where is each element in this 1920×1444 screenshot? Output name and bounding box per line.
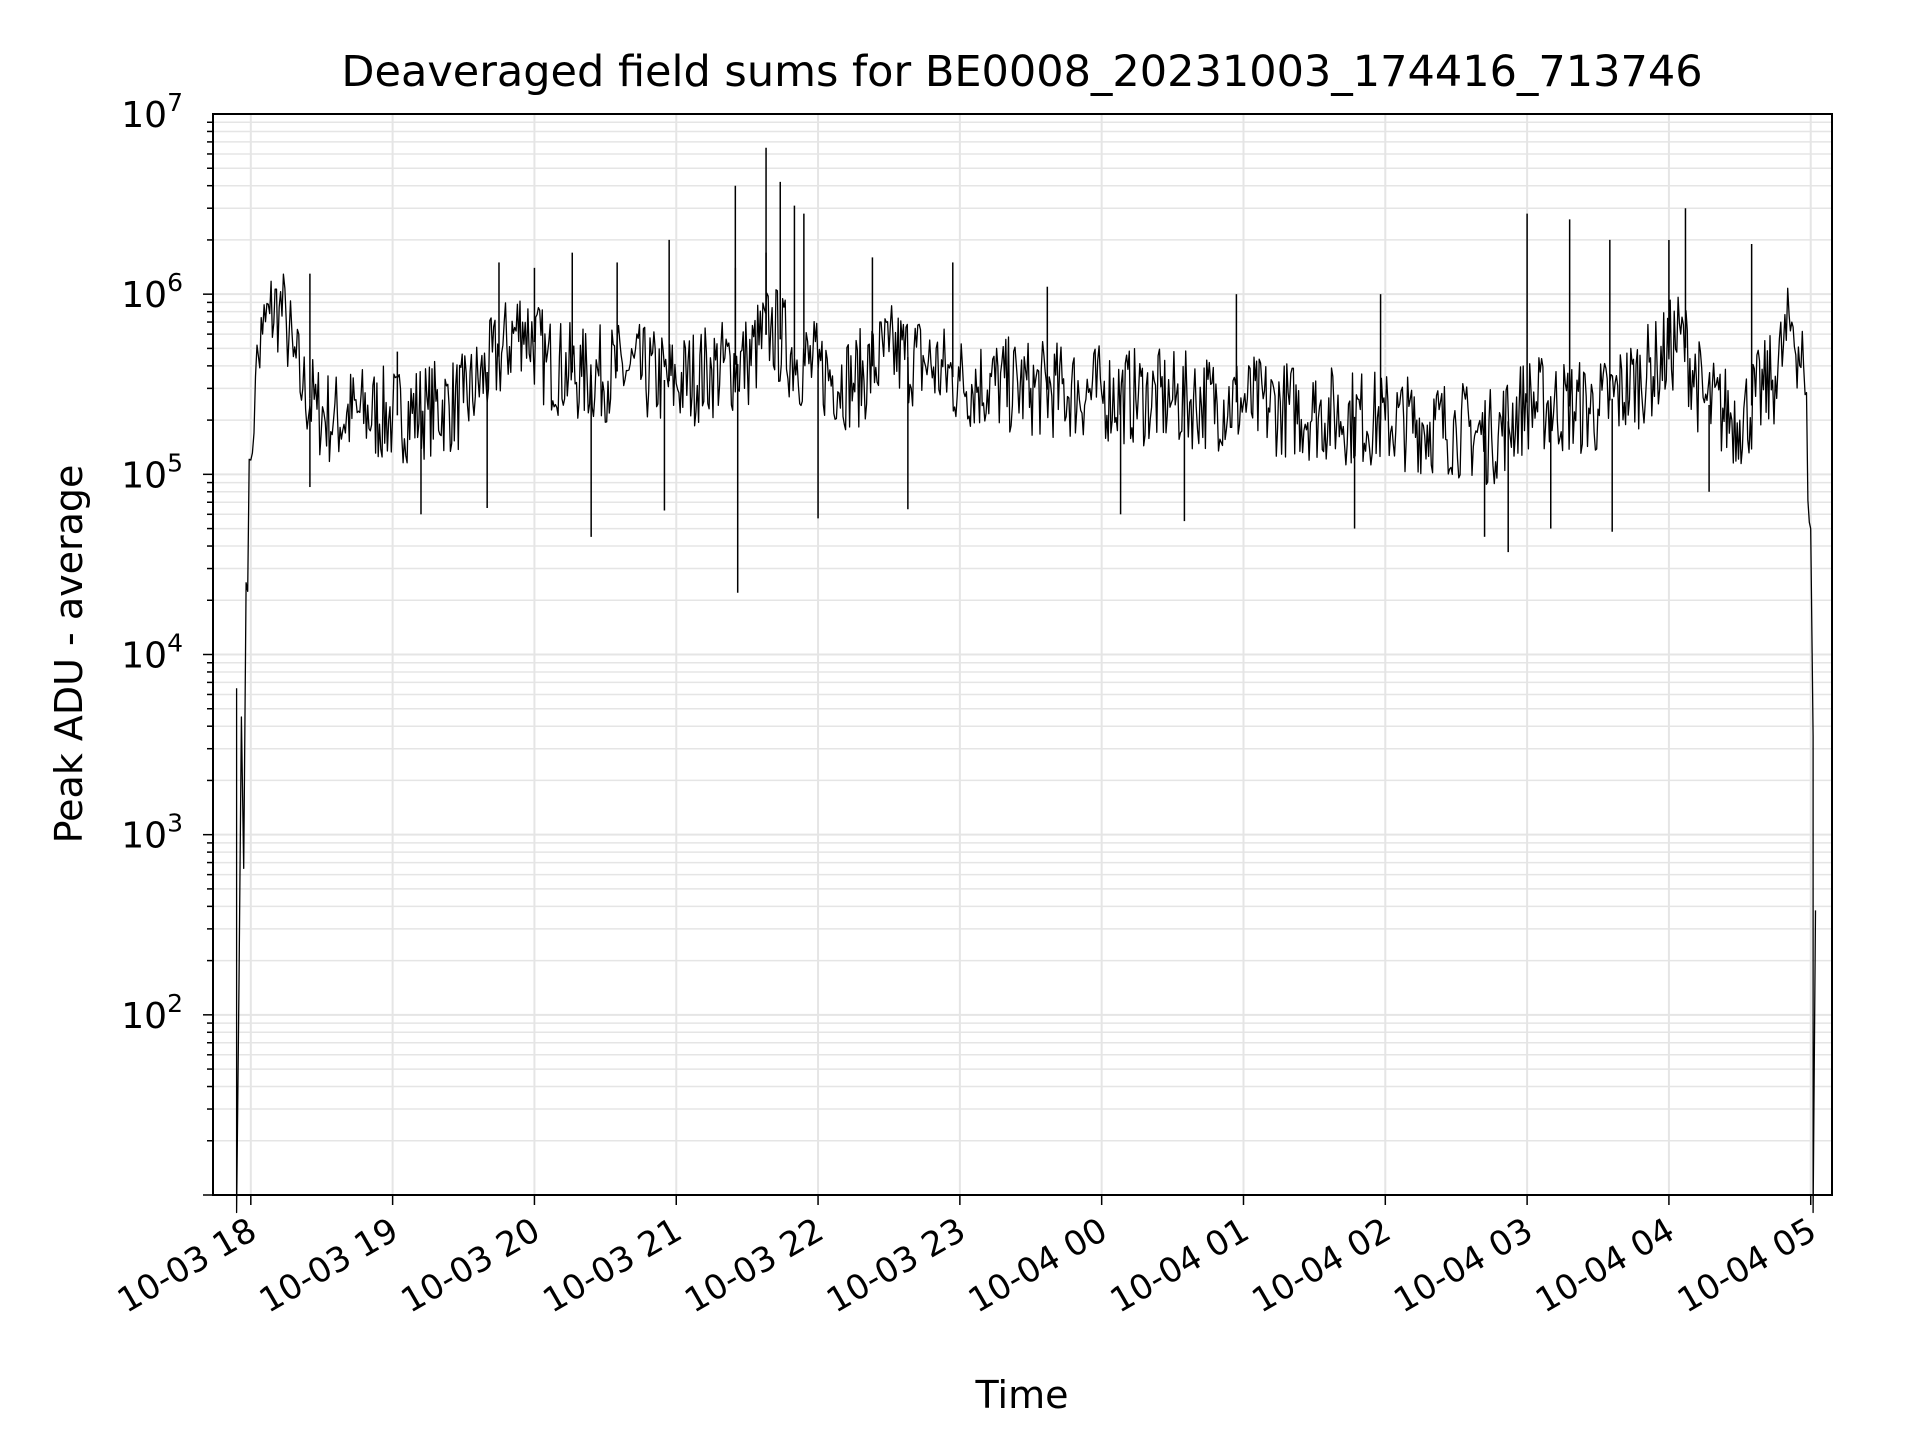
y-tick-base: 10 [121, 636, 167, 677]
y-tick-label: 103 [121, 809, 183, 857]
y-axis-label: Peak ADU - average [47, 465, 91, 844]
series-line [235, 273, 1817, 1214]
y-tick-label: 107 [121, 88, 183, 136]
y-tick-exponent: 6 [167, 268, 183, 297]
y-tick-base: 10 [121, 816, 167, 857]
y-tick-label: 104 [121, 629, 183, 677]
y-tick-exponent: 2 [167, 989, 183, 1018]
x-axis-label: Time [975, 1373, 1069, 1417]
y-tick-label: 105 [121, 448, 183, 496]
y-tick-label: 102 [121, 989, 183, 1037]
y-tick-exponent: 3 [167, 809, 183, 838]
y-tick-base: 10 [121, 455, 167, 496]
y-tick-base: 10 [121, 95, 167, 136]
y-tick-label: 106 [121, 268, 183, 316]
series-layer [235, 147, 1817, 1214]
y-tick-exponent: 5 [167, 448, 183, 477]
y-tick-exponent: 7 [167, 88, 183, 117]
y-tick-exponent: 4 [167, 629, 183, 658]
y-tick-base: 10 [121, 275, 167, 316]
y-tick-base: 10 [121, 996, 167, 1037]
chart-title: Deaveraged field sums for BE0008_2023100… [341, 47, 1702, 97]
